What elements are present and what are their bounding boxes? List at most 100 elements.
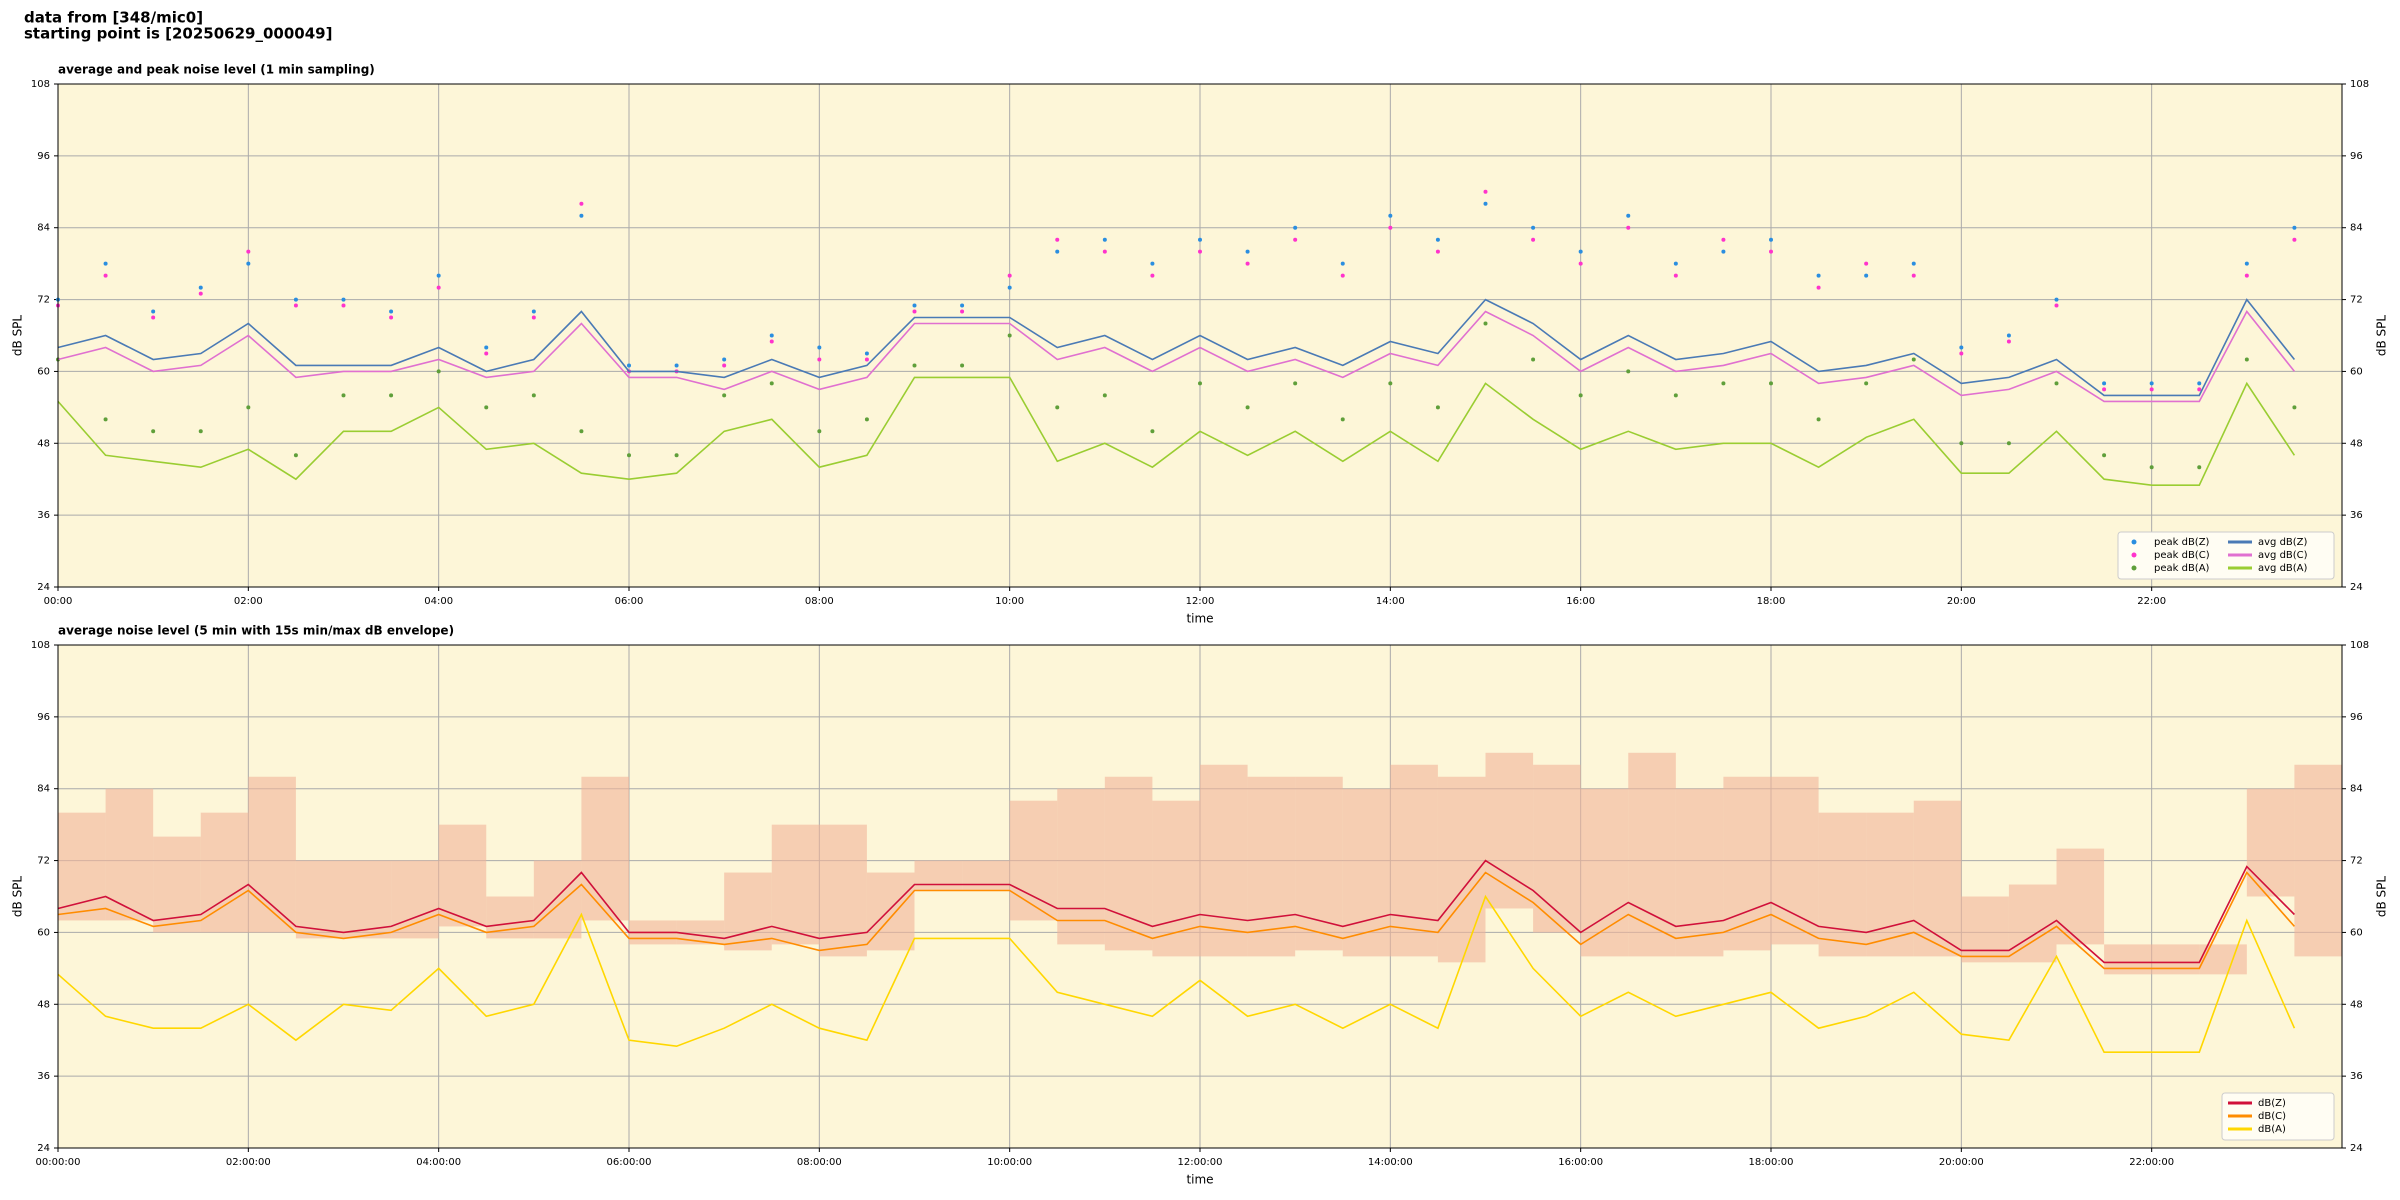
envelope-band [343, 860, 392, 939]
y-tick-label: 96 [37, 712, 50, 723]
envelope-band [1771, 776, 1819, 945]
peak-point [2244, 357, 2249, 362]
peak-point [1626, 225, 1631, 230]
envelope-band [914, 860, 963, 891]
x-tick-label: 12:00:00 [1178, 1157, 1223, 1168]
peak-point [1959, 345, 1964, 350]
envelope-band [1009, 800, 1058, 921]
envelope-band [153, 836, 201, 933]
peak-point [579, 201, 584, 206]
peak-point [389, 315, 394, 320]
peak-point [1340, 417, 1345, 422]
y-axis-label: dB SPL [11, 315, 25, 357]
envelope-band [962, 860, 1010, 891]
x-tick-label: 00:00 [44, 596, 73, 607]
peak-point [1769, 249, 1773, 254]
peak-point [2054, 303, 2059, 308]
peak-point [1150, 429, 1155, 434]
envelope-band [1152, 800, 1200, 957]
peak-point [2102, 387, 2107, 392]
peak-point [864, 351, 869, 356]
peak-point [1864, 273, 1869, 278]
envelope-band [391, 860, 439, 939]
peak-point [1388, 381, 1393, 386]
peak-point [1816, 417, 1821, 422]
y-tick-label: 72 [37, 295, 50, 306]
peak-point [1293, 237, 1298, 242]
peak-point [1007, 285, 1012, 290]
peak-point [531, 309, 536, 314]
legend-label: avg dB(C) [2258, 550, 2308, 561]
y-tick-label: 96 [2350, 151, 2363, 162]
peak-point [246, 249, 251, 254]
peak-point [484, 405, 489, 410]
x-tick-label: 02:00:00 [226, 1157, 271, 1168]
series-line [57, 871, 2295, 970]
peak-point [1769, 237, 1773, 242]
peak-point [722, 393, 727, 398]
peak-point [1055, 249, 1060, 254]
envelope-band [200, 812, 249, 933]
peak-point [579, 213, 584, 218]
peak-point [2292, 225, 2297, 230]
peak-point [2292, 237, 2297, 242]
x-tick-label: 22:00:00 [2129, 1157, 2174, 1168]
peak-point [627, 363, 631, 368]
legend-label: avg dB(Z) [2258, 537, 2308, 548]
peak-point [817, 345, 822, 350]
envelope-band [533, 860, 582, 939]
peak-point [151, 429, 156, 434]
peak-point [1198, 237, 1202, 242]
peak-point [1435, 405, 1440, 410]
envelope-band [2246, 788, 2295, 897]
peak-point [1102, 237, 1107, 242]
legend-label: dB(Z) [2258, 1098, 2286, 1109]
peak-point [2006, 339, 2011, 344]
peak-point [1673, 273, 1678, 278]
x-tick-label: 22:00 [2137, 596, 2166, 607]
peak-point [1816, 285, 1821, 290]
envelope-band [819, 824, 867, 957]
peak-point [198, 291, 203, 296]
envelope-band [1866, 812, 1914, 957]
envelope-band [1723, 776, 1771, 951]
series-line [57, 376, 2296, 486]
peak-point [2102, 381, 2107, 386]
y-tick-label: 48 [37, 999, 50, 1010]
peak-point [2197, 381, 2202, 386]
peak-point [1864, 381, 1869, 386]
peak-point [1435, 237, 1440, 242]
header-line: data from [348/mic0] [24, 9, 203, 27]
peak-point [2149, 381, 2154, 386]
peak-point [960, 303, 965, 308]
legend-label: avg dB(A) [2258, 563, 2308, 574]
peak-point [1388, 213, 1393, 218]
peak-point [1721, 237, 1726, 242]
peak-point [2244, 273, 2249, 278]
x-tick-label: 16:00:00 [1558, 1157, 1603, 1168]
peak-point [2292, 405, 2297, 410]
peak-point [246, 405, 251, 410]
peak-point [1626, 369, 1631, 374]
peak-point [1911, 273, 1916, 278]
envelope-band [1247, 776, 1296, 957]
x-tick-label: 00:00:00 [36, 1157, 81, 1168]
peak-point [2006, 441, 2011, 446]
y-tick-label: 24 [37, 582, 50, 593]
peak-point [1245, 261, 1250, 266]
peak-point [293, 297, 298, 302]
peak-point [1578, 393, 1583, 398]
envelope-band [2056, 848, 2105, 945]
y-tick-label: 36 [2350, 510, 2363, 521]
y-tick-label: 24 [37, 1143, 50, 1154]
peak-point [341, 297, 346, 302]
peak-point [912, 363, 917, 368]
peak-point [1673, 261, 1678, 266]
x-tick-label: 16:00 [1566, 596, 1595, 607]
peak-point [1483, 189, 1488, 194]
peak-point [151, 315, 156, 320]
envelope-band [1580, 788, 1629, 957]
peak-point [864, 357, 869, 362]
y-tick-label: 84 [2350, 223, 2363, 234]
legend-marker [2131, 552, 2137, 558]
